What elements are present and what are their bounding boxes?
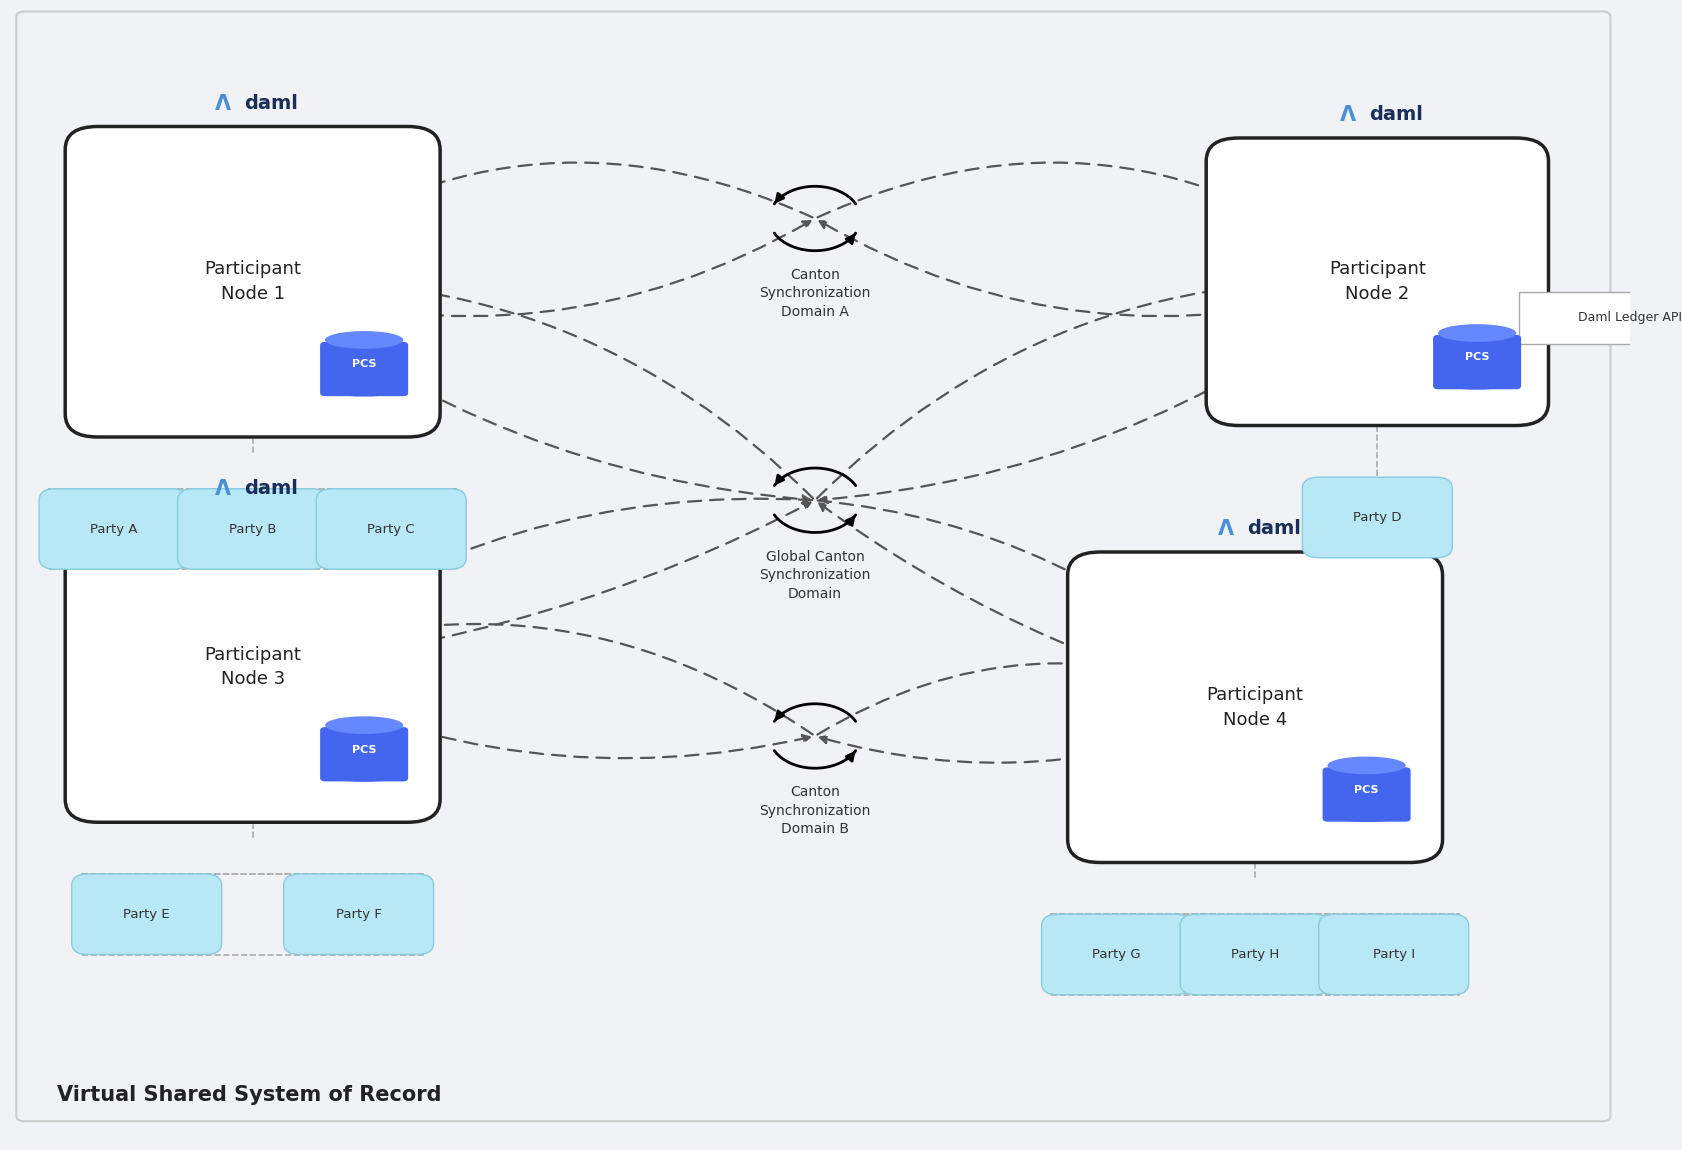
Text: Daml Ledger API: Daml Ledger API — [1578, 312, 1682, 324]
Ellipse shape — [1438, 324, 1515, 342]
Text: Canton
Synchronization
Domain A: Canton Synchronization Domain A — [759, 268, 871, 319]
Text: Participant
Node 2: Participant Node 2 — [1329, 260, 1426, 304]
Text: Participant
Node 4: Participant Node 4 — [1206, 685, 1304, 729]
FancyBboxPatch shape — [1519, 291, 1682, 345]
FancyBboxPatch shape — [284, 874, 434, 954]
Text: Λ: Λ — [215, 93, 232, 114]
FancyBboxPatch shape — [17, 12, 1610, 1121]
FancyBboxPatch shape — [320, 342, 409, 396]
Text: Λ: Λ — [1341, 105, 1356, 125]
Text: Party A: Party A — [91, 522, 138, 536]
Text: Party D: Party D — [1352, 511, 1401, 524]
Text: Party H: Party H — [1231, 948, 1280, 961]
FancyBboxPatch shape — [178, 489, 328, 569]
Text: Party G: Party G — [1092, 948, 1140, 961]
FancyBboxPatch shape — [1322, 767, 1411, 821]
Text: Party B: Party B — [229, 522, 276, 536]
Text: Λ: Λ — [215, 478, 232, 499]
Text: daml: daml — [1246, 520, 1300, 538]
FancyBboxPatch shape — [1041, 914, 1191, 995]
Ellipse shape — [1327, 757, 1406, 774]
Ellipse shape — [325, 769, 404, 782]
Ellipse shape — [325, 716, 404, 734]
FancyBboxPatch shape — [66, 512, 441, 822]
Text: Global Canton
Synchronization
Domain: Global Canton Synchronization Domain — [759, 550, 871, 600]
FancyBboxPatch shape — [1181, 914, 1330, 995]
Text: Virtual Shared System of Record: Virtual Shared System of Record — [57, 1084, 442, 1105]
Text: PCS: PCS — [1354, 784, 1379, 795]
Text: Participant
Node 1: Participant Node 1 — [204, 260, 301, 304]
FancyBboxPatch shape — [316, 489, 466, 569]
FancyBboxPatch shape — [1068, 552, 1443, 862]
FancyBboxPatch shape — [72, 874, 222, 954]
Text: Party F: Party F — [336, 907, 382, 921]
Ellipse shape — [1327, 810, 1406, 822]
Text: Participant
Node 3: Participant Node 3 — [204, 645, 301, 689]
Text: daml: daml — [244, 480, 298, 498]
Ellipse shape — [325, 384, 404, 397]
Text: daml: daml — [244, 94, 298, 113]
Ellipse shape — [1438, 377, 1515, 390]
Text: Party I: Party I — [1373, 948, 1415, 961]
Text: PCS: PCS — [1465, 352, 1489, 362]
FancyBboxPatch shape — [1302, 477, 1452, 558]
Text: PCS: PCS — [352, 359, 377, 369]
FancyBboxPatch shape — [320, 727, 409, 782]
FancyBboxPatch shape — [39, 489, 188, 569]
Text: Party C: Party C — [367, 522, 415, 536]
FancyBboxPatch shape — [66, 126, 441, 437]
Ellipse shape — [325, 331, 404, 348]
Text: Canton
Synchronization
Domain B: Canton Synchronization Domain B — [759, 785, 871, 836]
Text: daml: daml — [1369, 106, 1423, 124]
FancyBboxPatch shape — [1206, 138, 1549, 426]
Text: Party E: Party E — [123, 907, 170, 921]
Text: PCS: PCS — [352, 744, 377, 754]
Text: Λ: Λ — [1218, 519, 1235, 539]
FancyBboxPatch shape — [1319, 914, 1468, 995]
FancyBboxPatch shape — [1433, 335, 1521, 389]
